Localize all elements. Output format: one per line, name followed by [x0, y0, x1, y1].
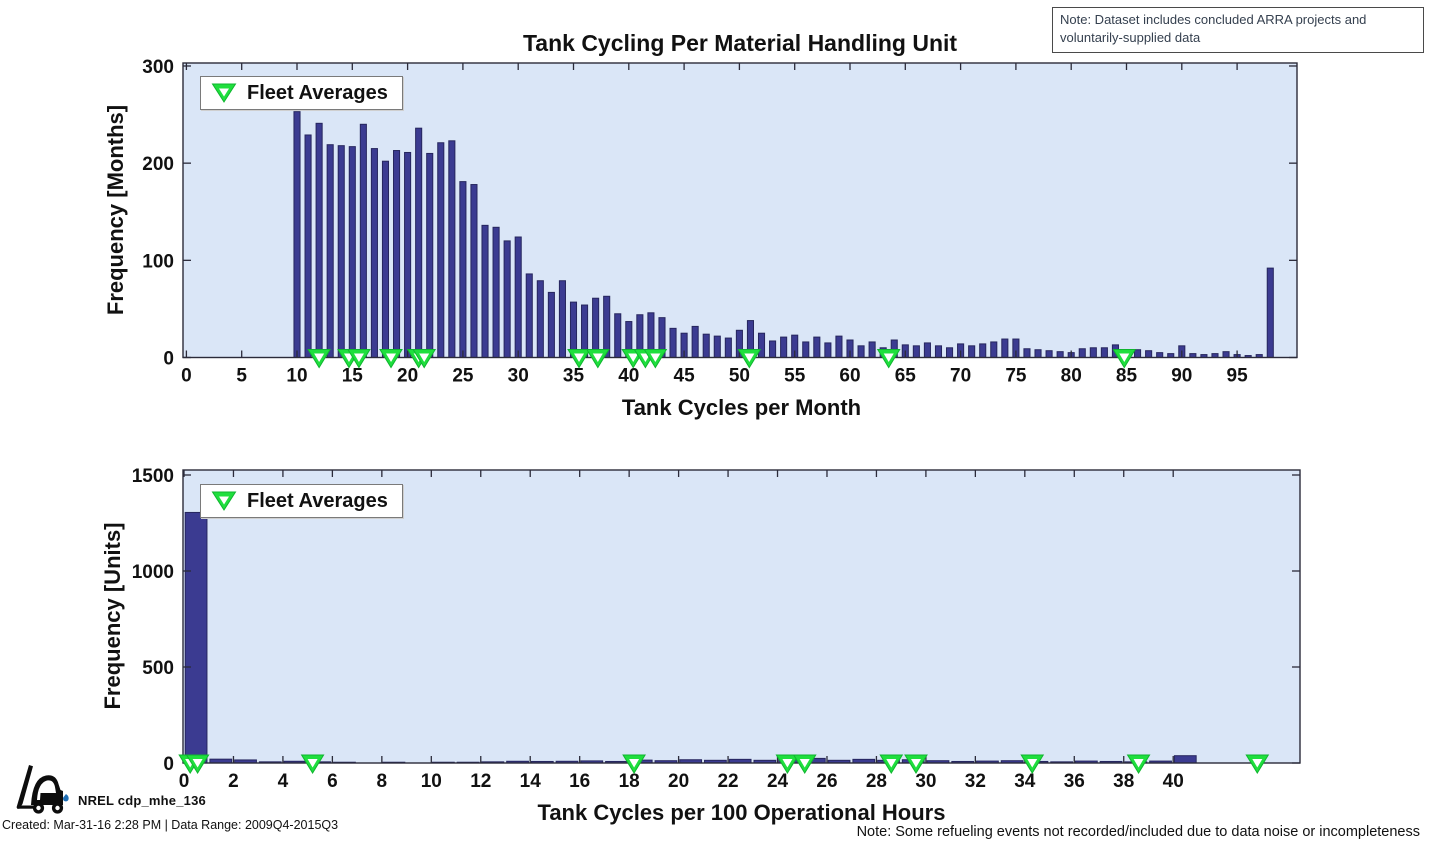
svg-text:65: 65	[895, 366, 917, 387]
svg-text:1500: 1500	[132, 466, 174, 487]
top-y-axis-label: Frequency [Months]	[103, 104, 128, 316]
svg-text:75: 75	[1005, 366, 1027, 387]
svg-text:200: 200	[142, 154, 174, 175]
bottom-legend-label: Fleet Averages	[247, 489, 388, 512]
svg-text:38: 38	[1113, 771, 1134, 792]
refueling-note: Note: Some refueling events not recorded…	[856, 824, 1420, 840]
svg-text:70: 70	[950, 366, 971, 387]
svg-text:50: 50	[729, 366, 750, 387]
svg-text:8: 8	[377, 771, 388, 792]
top-legend-label: Fleet Averages	[247, 81, 388, 104]
svg-text:300: 300	[142, 57, 174, 78]
svg-text:5: 5	[236, 366, 247, 387]
svg-text:26: 26	[816, 771, 837, 792]
svg-text:60: 60	[839, 366, 860, 387]
svg-text:4: 4	[278, 771, 289, 792]
svg-text:0: 0	[163, 349, 174, 370]
svg-text:24: 24	[767, 771, 789, 792]
svg-text:45: 45	[674, 366, 696, 387]
svg-text:0: 0	[179, 771, 190, 792]
svg-text:35: 35	[563, 366, 585, 387]
bottom-y-axis-label: Frequency [Units]	[100, 522, 125, 710]
svg-text:10: 10	[286, 366, 307, 387]
svg-text:500: 500	[142, 658, 174, 679]
dataset-note: Note: Dataset includes concluded ARRA pr…	[1052, 7, 1424, 53]
svg-text:12: 12	[470, 771, 491, 792]
svg-text:95: 95	[1227, 366, 1249, 387]
bottom-legend: Fleet Averages	[200, 484, 403, 518]
top-x-axis-label: Tank Cycles per Month	[621, 395, 862, 420]
svg-text:30: 30	[508, 366, 529, 387]
brand-label: NREL cdp_mhe_136	[78, 793, 206, 808]
svg-text:18: 18	[619, 771, 640, 792]
svg-text:32: 32	[965, 771, 986, 792]
svg-text:22: 22	[717, 771, 738, 792]
green-down-triangle-icon	[211, 491, 237, 511]
svg-text:20: 20	[397, 366, 418, 387]
svg-text:30: 30	[915, 771, 936, 792]
bottom-x-axis-label: Tank Cycles per 100 Operational Hours	[537, 800, 946, 825]
created-line: Created: Mar-31-16 2:28 PM | Data Range:…	[2, 818, 339, 832]
svg-text:28: 28	[866, 771, 887, 792]
svg-text:55: 55	[784, 366, 806, 387]
top-legend: Fleet Averages	[200, 76, 403, 110]
green-down-triangle-icon	[211, 83, 237, 103]
svg-text:1000: 1000	[132, 562, 174, 583]
forklift-icon	[16, 765, 69, 814]
chart-title: Tank Cycling Per Material Handling Unit	[522, 30, 958, 56]
svg-text:0: 0	[163, 754, 174, 775]
svg-text:100: 100	[142, 251, 174, 272]
svg-text:34: 34	[1014, 771, 1036, 792]
svg-text:40: 40	[618, 366, 639, 387]
svg-text:90: 90	[1171, 366, 1192, 387]
svg-text:80: 80	[1061, 366, 1082, 387]
svg-text:25: 25	[452, 366, 474, 387]
svg-text:16: 16	[569, 771, 590, 792]
svg-text:2: 2	[228, 771, 239, 792]
svg-text:36: 36	[1064, 771, 1085, 792]
svg-text:15: 15	[342, 366, 364, 387]
svg-text:14: 14	[520, 771, 542, 792]
svg-text:20: 20	[668, 771, 689, 792]
svg-text:6: 6	[327, 771, 338, 792]
svg-text:40: 40	[1163, 771, 1184, 792]
svg-text:0: 0	[181, 366, 192, 387]
svg-text:10: 10	[421, 771, 442, 792]
svg-text:85: 85	[1116, 366, 1138, 387]
